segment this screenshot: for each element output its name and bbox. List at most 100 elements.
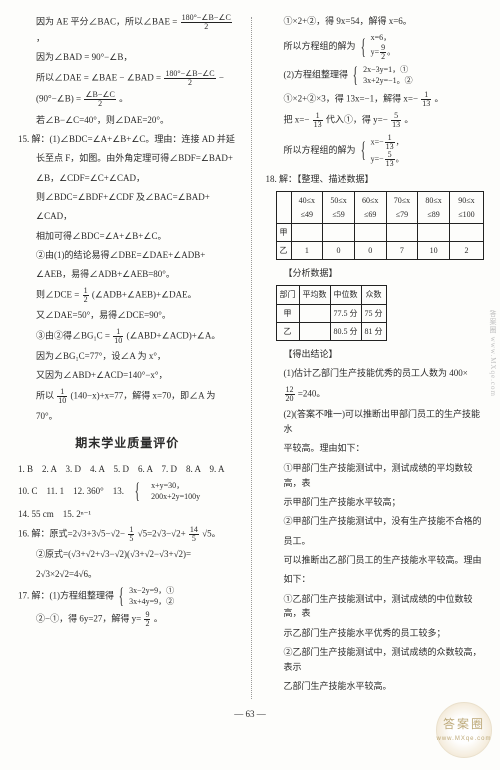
cell: 81 分	[361, 322, 386, 340]
column-divider	[251, 17, 252, 699]
text: √5。	[202, 528, 220, 538]
math-line: 又因为∠ABD+∠ACD=140°−x°，	[18, 368, 237, 383]
text: ①×2+②×3，得 13x=−1，解得 x=−	[284, 93, 419, 103]
text: √5=2√3−√2+	[138, 528, 186, 538]
data-table-1: 40≤x ≤49 50≤x ≤59 60≤x ≤69 70≤x ≤79 80≤x…	[276, 191, 485, 260]
math-line: ③由②得∠BG₁C = 110 (∠ABD+∠ACD)+∠A。	[18, 328, 237, 345]
math-line: 因为∠BG₁C=77°，设∠A 为 x°，	[18, 349, 237, 364]
cell: 40≤x ≤49	[291, 192, 323, 223]
text: (∠ADB+∠AEB)+∠DAE。	[92, 289, 197, 299]
text: 。	[404, 115, 413, 125]
fraction: 92	[143, 611, 151, 628]
brace-icon: {	[135, 487, 140, 496]
data-table-2: 部门 平均数 中位数 众数 甲 77.5 分 75 分 乙 80.5 分 81 …	[276, 285, 387, 341]
math-line: ∠AEB，易得∠ADB+∠AEB=80°。	[18, 267, 237, 282]
text: 所以方程组的解为	[284, 145, 356, 155]
brace-icon: {	[360, 43, 365, 52]
answer-line: 14. 55 cm 15. 2ⁿ⁻¹	[18, 507, 237, 522]
cell: 甲	[276, 223, 291, 241]
math-line: 则∠DCE = 12 (∠ADB+∠AEB)+∠DAE。	[18, 287, 237, 304]
cell: 中位数	[330, 286, 361, 304]
table-row: 部门 平均数 中位数 众数	[276, 286, 386, 304]
left-column: 因为 AE 平分∠BAC，所以∠BAE = 180°−∠B−∠C2 ， 因为∠B…	[18, 14, 237, 699]
cell: 77.5 分	[330, 304, 361, 322]
table-row: 甲	[276, 223, 484, 241]
cell: 80≤x ≤89	[418, 192, 450, 223]
math-line: ∠B，∠CDF=∠C+∠CAD，	[18, 171, 237, 186]
fraction: 15	[127, 526, 135, 543]
cell: 75 分	[361, 304, 386, 322]
math-line: 把 x=− 113 代入①，得 y=− 513 。	[266, 112, 485, 129]
math-line: 若∠B−∠C=40°，则∠DAE=20°。	[18, 113, 237, 128]
table-row: 40≤x ≤49 50≤x ≤59 60≤x ≤69 70≤x ≤79 80≤x…	[276, 192, 484, 223]
math-line: (2)方程组整理得 { 2x−3y=1，①3x+2y=−1。②	[266, 65, 485, 86]
cell: 2	[449, 241, 483, 259]
cell: 0	[323, 241, 355, 259]
math-line: 1220 =240。	[266, 386, 485, 403]
cell: 90≤x ≤100	[449, 192, 483, 223]
cell: 80.5 分	[330, 322, 361, 340]
brace-content: 2x−3y=1，①3x+2y=−1。②	[363, 65, 413, 86]
text: (90°−∠B) =	[36, 94, 83, 104]
cell: 乙	[276, 322, 299, 340]
text: 。	[119, 94, 128, 104]
brace-content: x+y=30，200x+2y=100y	[151, 481, 206, 502]
cell: 50≤x ≤59	[323, 192, 355, 223]
text: (2)方程组整理得	[284, 70, 349, 80]
text: 17. 解：(1)方程组整理得	[18, 591, 114, 601]
text: 10. C 11. 1 12. 360° 13.	[18, 484, 124, 499]
cell: 7	[386, 241, 418, 259]
math-line: ①×2+②，得 9x=54，解得 x=6。	[266, 14, 485, 29]
text: (140−x)+x=77，解得 x=70，即∠A 为	[71, 390, 216, 400]
math-line: 所以 110 (140−x)+x=77，解得 x=70，即∠A 为	[18, 388, 237, 405]
fraction: ∠B−∠C2	[83, 91, 117, 108]
text-line: 平较高。理由如下：	[266, 441, 485, 456]
math-line: 又∠DAE=50°，易得∠DCE=90°。	[18, 308, 237, 323]
cell: 0	[354, 241, 386, 259]
text-line: (2)(答案不唯一)可以推断出甲部门员工的生产技能水	[266, 407, 485, 437]
text-line: 可以推断出乙部门员工的生产技能水平较高。理由	[266, 553, 485, 568]
cell: 10	[418, 241, 450, 259]
table-row: 乙 80.5 分 81 分	[276, 322, 386, 340]
cell	[418, 223, 450, 241]
brace-content: x=−113， y=−513。	[371, 134, 404, 168]
text: ②−①，得 6y=27，解得 y=	[36, 614, 141, 624]
cell	[449, 223, 483, 241]
math-line: (90°−∠B) = ∠B−∠C2 。	[18, 91, 237, 108]
cell	[276, 192, 291, 223]
fraction: 513	[390, 112, 402, 129]
math-line: 因为∠BAD = 90°−∠B，	[18, 50, 237, 65]
cell	[323, 223, 355, 241]
brace-icon: {	[353, 71, 358, 80]
fraction: 180°−∠B−∠C2	[163, 70, 216, 87]
section-title: 期末学业质量评价	[18, 434, 237, 454]
cell: 部门	[276, 286, 299, 304]
brace-icon: {	[360, 146, 365, 155]
text: 则∠DCE =	[36, 289, 82, 299]
math-line: 70°。	[18, 409, 237, 424]
math-line: ②原式=(√3+√2+√3−√2)(√3+√2−√3+√2)=	[18, 547, 237, 562]
math-line: ①×2+②×3，得 13x=−1，解得 x=− 113 。	[266, 91, 485, 108]
math-line: 2√3×2√2=4√6。	[18, 567, 237, 582]
text-line: ②甲部门生产技能测试中，没有生产技能不合格的	[266, 514, 485, 529]
text: 。	[435, 93, 444, 103]
text: 16. 解：原式=2√3+3√5−√2−	[18, 528, 125, 538]
cell: 甲	[276, 304, 299, 322]
text: ，	[36, 33, 45, 43]
math-line: 则∠BDC=∠BDF+∠CDF 及∠BAC=∠BAD+	[18, 190, 237, 205]
math-line: ②由(1)的结论易得∠DBE=∠DAE+∠ADB+	[18, 248, 237, 263]
cell	[299, 322, 330, 340]
cell	[354, 223, 386, 241]
text-line: 示甲部门生产技能水平较高；	[266, 495, 485, 510]
cell: 70≤x ≤79	[386, 192, 418, 223]
math-line: 18. 解：【整理、描述数据】	[266, 172, 485, 187]
cell	[291, 223, 323, 241]
text: −	[219, 72, 224, 82]
cell: 平均数	[299, 286, 330, 304]
fraction: 113	[420, 91, 432, 108]
text: =240。	[298, 388, 326, 398]
table-row: 乙 1 0 0 7 10 2	[276, 241, 484, 259]
fraction: 113	[312, 112, 324, 129]
subheading: 【得出结论】	[266, 347, 485, 362]
cell	[386, 223, 418, 241]
